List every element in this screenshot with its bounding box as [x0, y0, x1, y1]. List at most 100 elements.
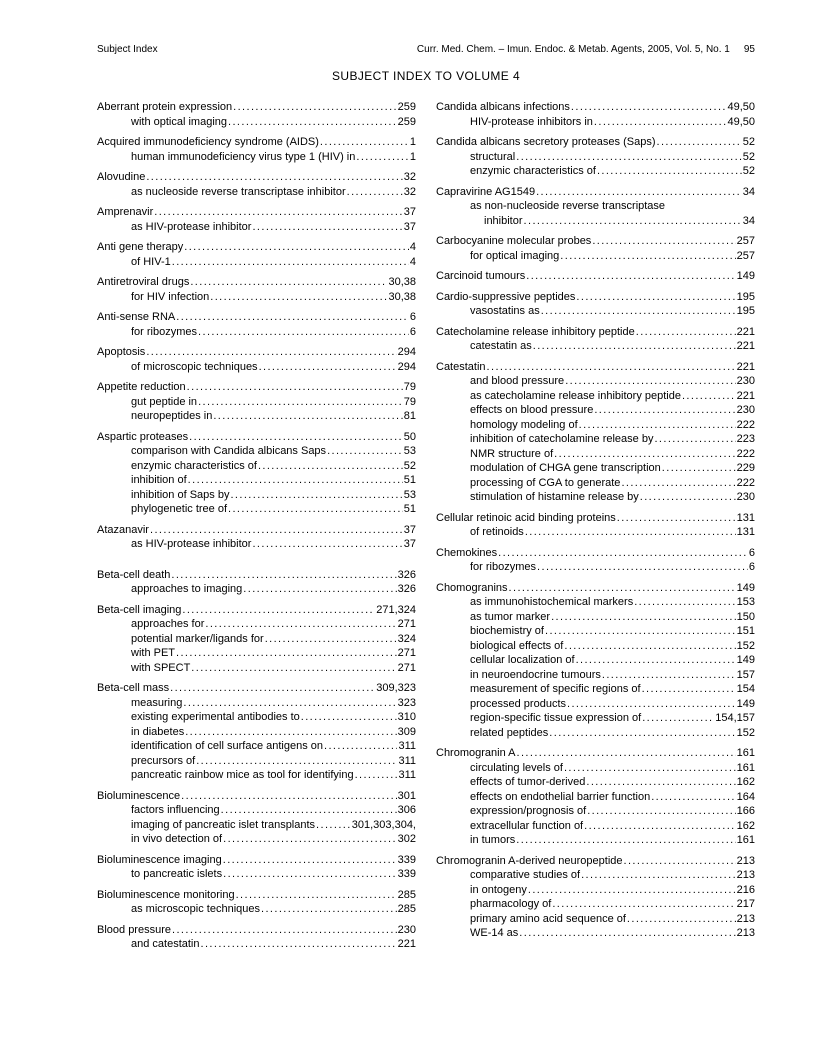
- entry-text: gut peptide in: [131, 395, 198, 408]
- entry-page-number: 259: [397, 115, 416, 128]
- entry-text: catestatin as: [470, 340, 532, 352]
- index-entry: Chromogranin A 161: [436, 746, 755, 761]
- index-subentry: measurement of specific regions of 154: [436, 682, 755, 697]
- index-subentry: inhibition of 51: [97, 473, 416, 488]
- entry-page-number: 230: [736, 375, 755, 387]
- entry-text: as tumor marker: [470, 610, 551, 623]
- index-subentry: as immunohistochemical markers 153: [436, 595, 755, 610]
- dot-leader: [524, 214, 742, 229]
- dot-leader: [654, 432, 735, 447]
- dot-leader: [261, 902, 397, 917]
- dot-leader: [196, 754, 397, 769]
- entry-text: Cellular retinoic acid binding proteins: [436, 511, 616, 524]
- entry-text: and blood pressure: [470, 375, 565, 387]
- entry-text: in vivo detection of: [131, 833, 223, 845]
- index-entry: Cellular retinoic acid binding proteins 1…: [436, 511, 755, 526]
- index-entry: Alovudine 32: [97, 170, 416, 185]
- dot-leader: [627, 912, 736, 927]
- entry-text: Chromogranin A: [436, 747, 516, 759]
- entry-page-number: 6: [748, 546, 755, 559]
- index-subentry: as microscopic techniques 285: [97, 902, 416, 917]
- dot-leader: [236, 888, 397, 903]
- entry-text: factors influencing: [131, 804, 220, 816]
- index-subentry: comparative studies of 213: [436, 868, 755, 883]
- index-subentry: enzymic characteristics of 52: [97, 459, 416, 474]
- index-subentry: comparison with Candida albicans Saps 53: [97, 444, 416, 459]
- entry-text: phylogenetic tree of: [131, 503, 228, 515]
- dot-leader: [624, 854, 736, 869]
- entry-text: of HIV-1: [131, 255, 171, 268]
- entry-text: with PET: [131, 647, 176, 659]
- index-subentry: approaches for 271: [97, 617, 416, 632]
- entry-page-number: 52: [742, 165, 755, 177]
- index-group: Capravirine AG1549 34 as non-nucleoside re…: [436, 185, 755, 229]
- entry-text: Beta-cell mass: [97, 682, 170, 694]
- dot-leader: [551, 610, 736, 625]
- index-entry: Anti-sense RNA 6: [97, 310, 416, 325]
- index-group: Beta-cell death 326 approaches to imaging 3…: [97, 568, 416, 597]
- index-subentry: biochemistry of 151: [436, 624, 755, 639]
- dot-leader: [188, 473, 403, 488]
- dot-leader: [634, 595, 735, 610]
- entry-page-number: 311: [398, 769, 416, 781]
- entry-text: as catecholamine release inhibitory pept…: [470, 389, 681, 402]
- entry-page-number: 310: [397, 711, 416, 723]
- dot-leader: [187, 380, 403, 395]
- dot-leader: [636, 325, 736, 340]
- entry-page-number: 161: [736, 834, 755, 846]
- dot-leader: [146, 170, 402, 185]
- dot-leader: [172, 923, 397, 938]
- entry-text: cellular localization of: [470, 654, 575, 666]
- entry-page-number: 216: [736, 883, 755, 896]
- index-subentry: effects on blood pressure 230: [436, 403, 755, 418]
- entry-text: HIV-protease inhibitors in: [470, 115, 593, 128]
- index-subentry: enzymic characteristics of 52: [436, 164, 755, 179]
- entry-page-number: 311: [398, 740, 416, 752]
- index-entry: Catecholamine release inhibitory peptide…: [436, 325, 755, 340]
- entry-page-number: 257: [736, 235, 755, 247]
- entry-page-number: 323: [397, 696, 416, 709]
- index-entry: Bioluminescence monitoring 285: [97, 888, 416, 903]
- entry-text: inhibitor: [484, 214, 523, 227]
- index-subentry: precursors of 311: [97, 754, 416, 769]
- page-number: 95: [743, 44, 755, 55]
- entry-text: existing experimental antibodies to: [131, 711, 300, 723]
- entry-text: with optical imaging: [131, 115, 227, 128]
- entry-text: pharmacology of: [470, 898, 552, 910]
- index-group: Chromogranin A-derived neuropeptide213co…: [436, 854, 755, 941]
- page-title: SUBJECT INDEX TO VOLUME 4: [331, 69, 521, 83]
- entry-text: effects on blood pressure: [470, 404, 594, 416]
- dot-leader: [327, 444, 403, 459]
- dot-leader: [176, 646, 397, 661]
- entry-text: measuring: [131, 696, 183, 709]
- index-group: Apoptosis 294 of microscopic techniques 294: [97, 345, 416, 374]
- entry-text: Aspartic proteases: [97, 430, 189, 443]
- index-subentry: phylogenetic tree of 51: [97, 502, 416, 517]
- entry-page-number: 221: [736, 340, 755, 352]
- dot-leader: [316, 818, 351, 833]
- dot-leader: [324, 739, 397, 754]
- entry-text: region-specific tissue expression of: [470, 712, 642, 724]
- entry-text: inhibition of Saps by: [131, 488, 230, 501]
- entry-page-number: 53: [403, 488, 416, 501]
- entry-text: for ribozymes: [131, 325, 198, 338]
- dot-leader: [183, 696, 396, 711]
- index-column: Candida albicans infections49,50HIV-prot…: [436, 100, 755, 958]
- index-subentry: pancreatic rainbow mice as tool for iden…: [97, 768, 416, 783]
- dot-leader: [172, 255, 409, 270]
- index-subentry: identification of cell surface antigens …: [97, 739, 416, 754]
- index-group: Beta-cell mass309,323measuring323existin…: [97, 681, 416, 783]
- entry-text: as nucleoside reverse transcriptase inhi…: [131, 185, 346, 198]
- index-group: Blood pressure 230 and catestatin 221: [97, 923, 416, 952]
- entry-page-number: 30,38: [388, 276, 416, 288]
- dot-leader: [642, 711, 714, 726]
- entry-page-number: 49,50: [727, 101, 755, 113]
- dot-leader: [356, 150, 409, 165]
- index-subentry: in diabetes 309: [97, 725, 416, 740]
- index-subentry: approaches to imaging 326: [97, 582, 416, 597]
- dot-leader: [170, 681, 375, 696]
- index-entry: Candida albicans secretory proteases (Sa…: [436, 135, 755, 150]
- entry-page-number: 149: [736, 270, 755, 282]
- entry-page-number: 271: [397, 618, 416, 630]
